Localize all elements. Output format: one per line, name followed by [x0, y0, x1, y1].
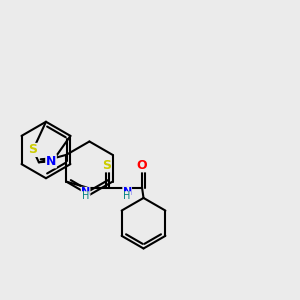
- Text: H: H: [82, 191, 89, 202]
- Text: S: S: [28, 143, 38, 156]
- Text: H: H: [124, 191, 131, 202]
- Text: S: S: [102, 159, 111, 172]
- Text: N: N: [81, 187, 90, 197]
- Text: N: N: [46, 155, 56, 168]
- Text: O: O: [137, 159, 147, 172]
- Text: N: N: [122, 187, 132, 197]
